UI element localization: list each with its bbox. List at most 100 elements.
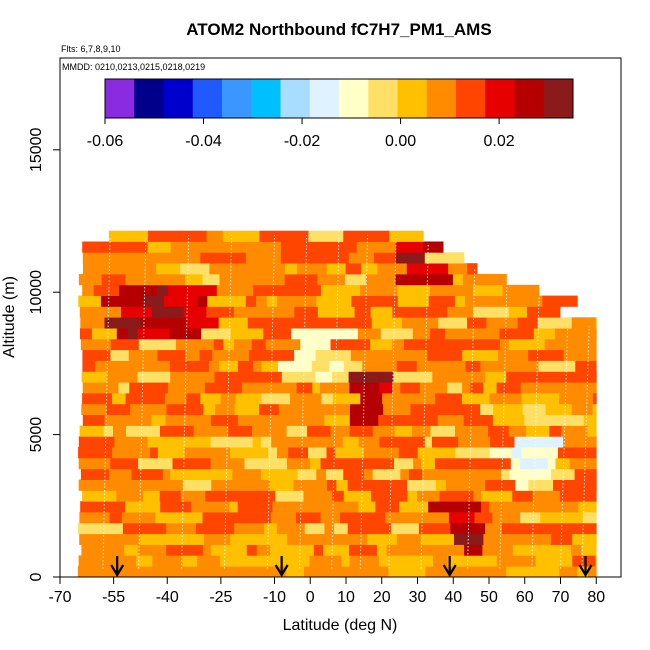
heatmap-cell bbox=[248, 328, 264, 340]
heatmap-cell bbox=[81, 371, 107, 383]
heatmap-cell bbox=[113, 425, 127, 437]
heatmap-cell bbox=[388, 566, 426, 577]
heatmap-cell bbox=[260, 468, 298, 480]
heatmap-cell bbox=[476, 468, 495, 480]
y-axis-label: Altitude (m) bbox=[1, 276, 18, 358]
heatmap-cell bbox=[230, 436, 253, 448]
heatmap-cell bbox=[345, 263, 362, 275]
heatmap-cell bbox=[429, 360, 466, 372]
heatmap-cell bbox=[572, 338, 597, 351]
heatmap-cell bbox=[466, 371, 486, 383]
heatmap-cell bbox=[354, 522, 364, 535]
heatmap-cell bbox=[563, 349, 576, 361]
heatmap-cell bbox=[263, 328, 292, 340]
heatmap-layer bbox=[77, 230, 597, 577]
heatmap-cell bbox=[131, 360, 171, 372]
heatmap-cell bbox=[256, 544, 271, 556]
heatmap-cell bbox=[362, 360, 398, 372]
heatmap-cell bbox=[81, 544, 106, 556]
heatmap-cell bbox=[178, 566, 188, 577]
heatmap-cell bbox=[407, 479, 437, 491]
heatmap-cell bbox=[330, 425, 351, 437]
heatmap-cell bbox=[128, 349, 158, 361]
heatmap-cell bbox=[320, 382, 350, 394]
heatmap-cell bbox=[308, 436, 344, 448]
flight-track bbox=[266, 235, 275, 569]
heatmap-cell bbox=[311, 360, 330, 372]
heatmap-cell bbox=[467, 263, 478, 275]
heatmap-cell bbox=[420, 533, 455, 545]
heatmap-cell bbox=[370, 338, 393, 351]
heatmap-cell bbox=[95, 360, 132, 372]
heatmap-cell bbox=[445, 328, 478, 340]
heatmap-cell bbox=[138, 566, 164, 577]
heatmap-cell bbox=[101, 274, 114, 286]
heatmap-cell bbox=[195, 468, 233, 480]
heatmap-cell bbox=[454, 295, 466, 307]
heatmap-cell bbox=[499, 328, 535, 340]
heatmap-cell bbox=[492, 414, 525, 426]
colorbar-frame bbox=[104, 78, 574, 119]
heatmap-cell bbox=[83, 263, 122, 275]
heatmap-cell bbox=[174, 533, 205, 545]
heatmap-cell bbox=[110, 349, 130, 361]
heatmap-cell bbox=[501, 468, 510, 480]
heatmap-cell bbox=[580, 544, 597, 556]
x-tick-label: 70 bbox=[552, 589, 570, 606]
heatmap-cell bbox=[231, 382, 243, 394]
heatmap-cell bbox=[235, 274, 253, 286]
y-tick-label: 0 bbox=[28, 572, 45, 581]
heatmap-cell bbox=[589, 447, 597, 459]
heatmap-cell bbox=[395, 274, 429, 286]
heatmap-cell bbox=[572, 522, 597, 535]
heatmap-cell bbox=[270, 512, 297, 524]
heatmap-cell bbox=[244, 458, 264, 470]
heatmap-cell bbox=[426, 544, 465, 556]
colorbar-tick-label: 0.02 bbox=[484, 133, 515, 150]
heatmap-cell bbox=[341, 555, 350, 567]
heatmap-cell bbox=[182, 555, 198, 567]
colorbar-tick-label: -0.02 bbox=[284, 133, 321, 150]
colorbar-swatch bbox=[485, 79, 515, 118]
heatmap-cell bbox=[348, 252, 375, 264]
x-axis: -70 -55 -40 -25 -10 0 10 20 30 40 50 60 70 80 bbox=[48, 576, 605, 606]
heatmap-cell bbox=[297, 501, 330, 513]
heatmap-cell bbox=[349, 425, 374, 437]
heatmap-cell bbox=[494, 295, 517, 307]
heatmap-cell bbox=[110, 458, 139, 470]
heatmap-cell bbox=[121, 306, 153, 318]
heatmap-cell bbox=[430, 425, 456, 437]
heatmap-cell bbox=[78, 555, 101, 567]
heatmap-cell bbox=[329, 360, 345, 372]
heatmap-cell bbox=[410, 403, 447, 415]
heatmap-cell bbox=[195, 522, 235, 535]
colorbar-tick-label: -0.04 bbox=[185, 133, 222, 150]
heatmap-cell bbox=[466, 501, 482, 513]
heatmap-cell bbox=[533, 328, 556, 340]
heatmap-cell bbox=[419, 382, 448, 394]
heatmap-cell bbox=[564, 382, 597, 394]
heatmap-cell bbox=[528, 479, 554, 491]
heatmap-cell bbox=[308, 403, 321, 415]
heatmap-cell bbox=[400, 468, 410, 480]
heatmap-cell bbox=[169, 328, 202, 340]
heatmap-cell bbox=[499, 360, 539, 372]
heatmap-cell bbox=[334, 522, 349, 535]
x-tick-label: 20 bbox=[373, 589, 391, 606]
colorbar-swatch bbox=[397, 79, 428, 118]
heatmap-cell bbox=[321, 393, 334, 405]
heatmap-cell bbox=[131, 468, 164, 480]
heatmap-cell bbox=[78, 274, 102, 286]
heatmap-cell bbox=[79, 425, 105, 437]
heatmap-cell bbox=[223, 338, 235, 351]
heatmap-cell bbox=[343, 230, 365, 242]
heatmap-cell bbox=[184, 447, 212, 459]
heatmap-cell bbox=[370, 306, 393, 318]
heatmap-cell bbox=[417, 447, 456, 459]
heatmap-cell bbox=[367, 533, 398, 545]
heatmap-cell bbox=[82, 382, 119, 394]
heatmap-cell bbox=[213, 338, 224, 351]
heatmap-cell bbox=[238, 360, 254, 372]
heatmap-cell bbox=[273, 533, 288, 545]
